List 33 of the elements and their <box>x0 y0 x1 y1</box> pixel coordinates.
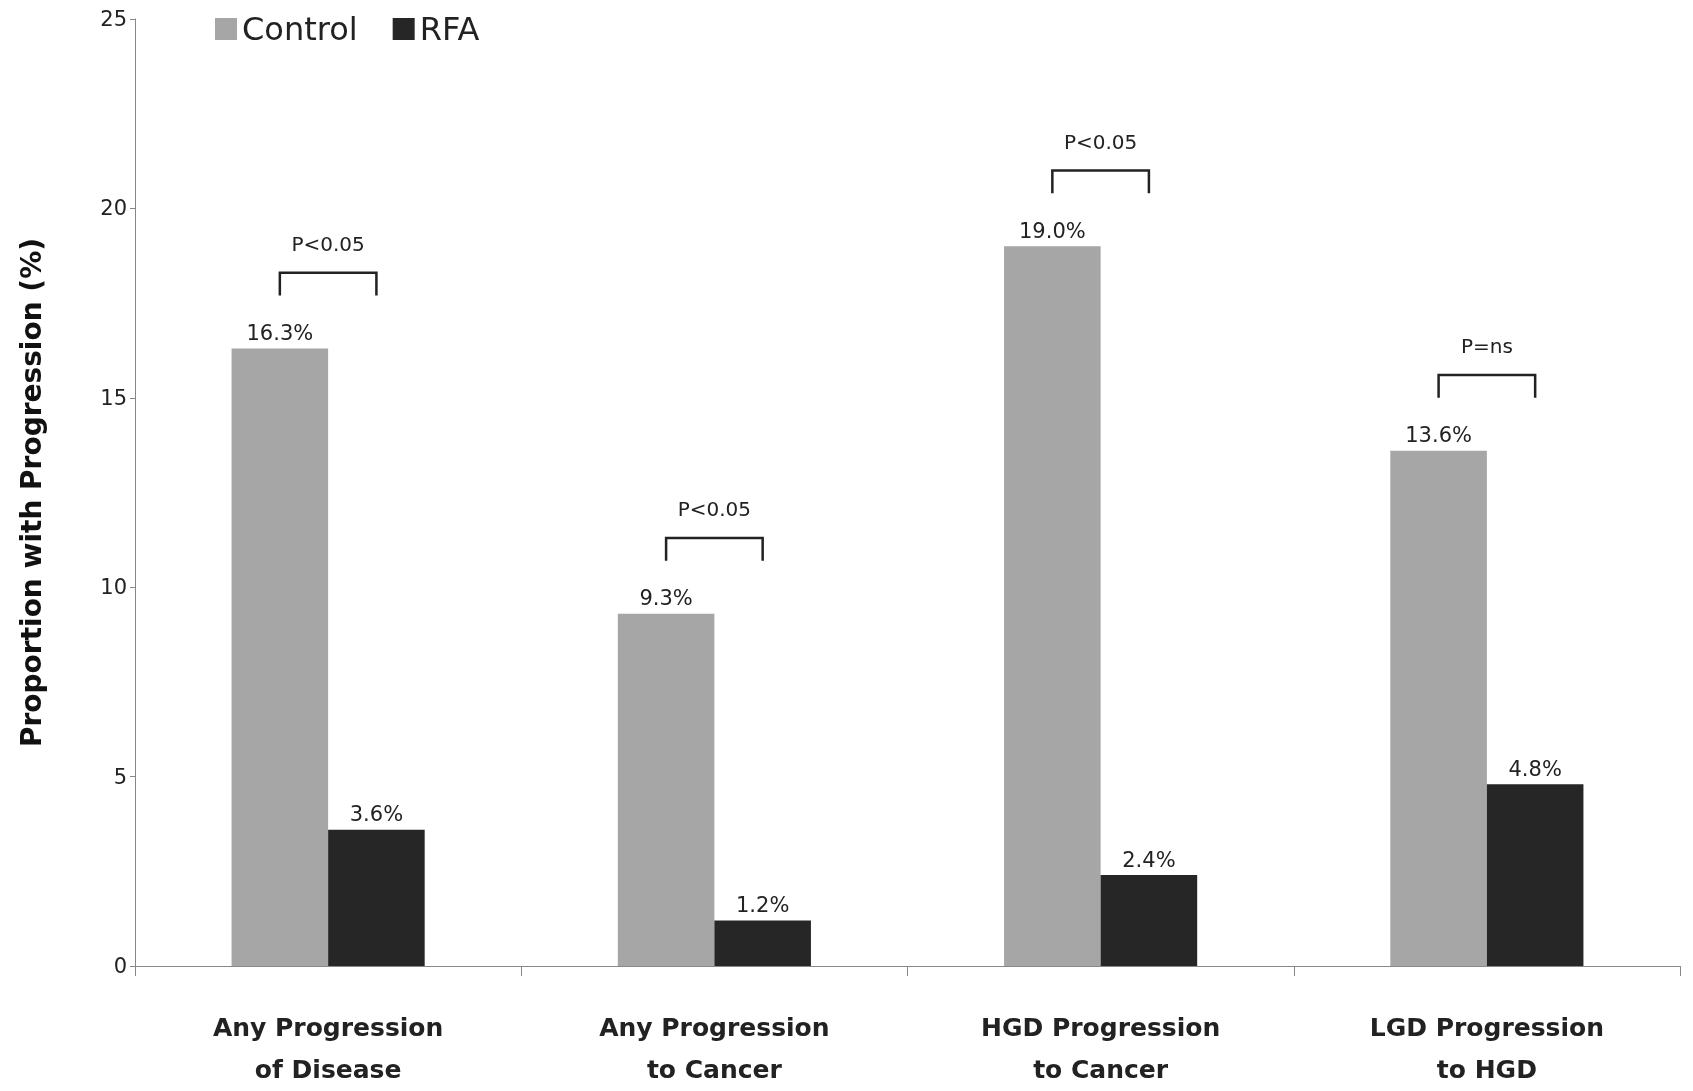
bar <box>1486 784 1584 966</box>
bar <box>617 613 715 966</box>
bar <box>1100 875 1198 966</box>
data-label: 19.0% <box>1018 218 1086 243</box>
annotation: P=ns <box>1460 334 1513 359</box>
data-label: 2.4% <box>1122 847 1176 872</box>
legend-label: RFA <box>419 10 480 48</box>
data-label: 9.3% <box>639 586 693 611</box>
bar <box>231 348 329 966</box>
legend-label: Control <box>242 10 358 48</box>
y-tick-label: 10 <box>100 575 127 600</box>
bar <box>328 829 425 966</box>
annotation: P<0.05 <box>1063 129 1138 154</box>
data-label: 13.6% <box>1405 423 1472 448</box>
y-tick-label: 0 <box>113 954 127 978</box>
annotation: P<0.05 <box>291 231 365 256</box>
y-tick-label: 5 <box>113 764 127 789</box>
x-tick-label: Any Progression to Cancer <box>599 1012 830 1084</box>
y-axis-title: Proportion with Progression (%) <box>14 238 48 747</box>
x-tick-label: Any Progression of Disease <box>212 1012 444 1084</box>
data-label: 3.6% <box>349 802 404 827</box>
bar <box>1004 246 1101 966</box>
y-tick-label: 15 <box>100 385 127 410</box>
bar <box>1390 450 1487 966</box>
annotation: P<0.05 <box>677 496 752 521</box>
bar <box>714 920 811 966</box>
data-label: 16.3% <box>246 321 314 346</box>
x-tick-label: LGD Progression to HGD <box>1369 1012 1604 1084</box>
y-tick-label: 25 <box>100 7 127 31</box>
y-tick-label: 20 <box>100 196 127 221</box>
data-label: 4.8% <box>1508 756 1562 781</box>
x-tick-label: HGD Progression to Cancer <box>981 1012 1221 1084</box>
data-label: 1.2% <box>735 893 790 918</box>
